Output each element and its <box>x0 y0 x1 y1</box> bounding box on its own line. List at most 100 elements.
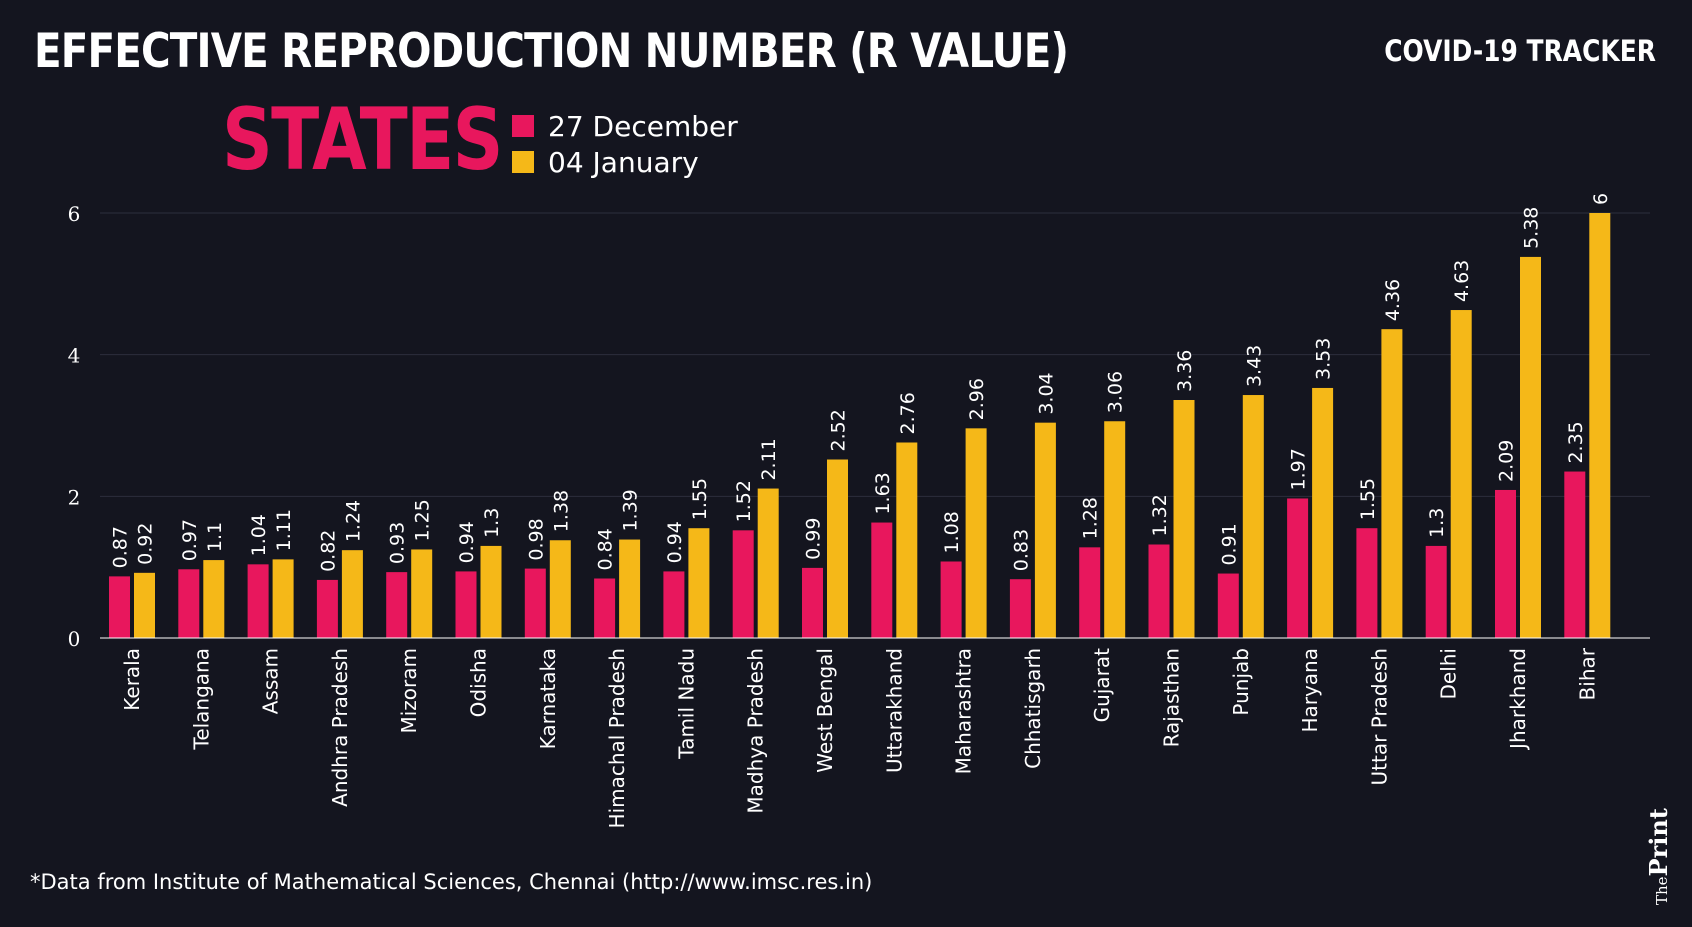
bar-04-january-mizoram <box>411 549 433 638</box>
data-label-04-january-bihar: 6 <box>1590 193 1612 205</box>
data-label-04-january-rajasthan: 3.36 <box>1174 350 1196 392</box>
x-tick-label-karnataka: Karnataka <box>536 648 560 749</box>
data-label-04-january-jharkhand: 5.38 <box>1521 207 1543 249</box>
bar-27-december-uttarakhand <box>871 522 893 638</box>
data-label-27-december-uttar-pradesh: 1.55 <box>1357 478 1379 520</box>
bar-27-december-odisha <box>455 571 477 638</box>
bar-27-december-kerala <box>109 576 130 638</box>
y-axis: 0 2 4 6 <box>68 202 81 651</box>
bar-04-january-karnataka <box>549 540 571 638</box>
bar-27-december-madhya-pradesh <box>732 530 754 638</box>
bar-27-december-himachal-pradesh <box>594 578 616 638</box>
data-label-27-december-assam: 1.04 <box>248 514 270 556</box>
data-label-04-january-uttarakhand: 2.76 <box>897 392 919 434</box>
x-tick-label-jharkhand: Jharkhand <box>1506 648 1530 751</box>
bar-04-january-chhatisgarh <box>1034 422 1056 638</box>
x-tick-label-uttar-pradesh: Uttar Pradesh <box>1367 648 1391 785</box>
bar-04-january-himachal-pradesh <box>619 539 641 638</box>
bar-27-december-chhatisgarh <box>1009 579 1031 638</box>
data-label-27-december-andhra-pradesh: 0.82 <box>317 530 339 572</box>
bar-04-january-bihar <box>1589 213 1611 638</box>
bar-04-january-tamil-nadu <box>688 528 710 638</box>
data-label-27-december-delhi: 1.3 <box>1426 508 1448 538</box>
x-tick-label-maharashtra: Maharashtra <box>952 648 976 774</box>
data-label-27-december-mizoram: 0.93 <box>387 522 409 564</box>
data-label-04-january-mizoram: 1.25 <box>412 499 434 541</box>
data-label-27-december-rajasthan: 1.32 <box>1149 494 1171 536</box>
data-label-27-december-uttarakhand: 1.63 <box>872 472 894 514</box>
x-tick-label-madhya-pradesh: Madhya Pradesh <box>744 648 768 814</box>
x-tick-label-odisha: Odisha <box>467 648 491 717</box>
data-label-04-january-haryana: 3.53 <box>1313 338 1335 380</box>
legend-swatch-27-december <box>512 115 534 137</box>
y-tick-label: 6 <box>68 202 81 226</box>
bar-04-january-gujarat <box>1104 421 1126 638</box>
bar-27-december-jharkhand <box>1495 489 1516 638</box>
logo-print: Print <box>1644 808 1673 877</box>
data-label-04-january-himachal-pradesh: 1.39 <box>620 489 642 531</box>
tracker-label: COVID-19 TRACKER <box>1384 34 1656 68</box>
data-label-04-january-west-bengal: 2.52 <box>828 409 850 451</box>
bar-27-december-assam <box>247 564 269 638</box>
data-label-04-january-telangana: 1.1 <box>204 522 226 552</box>
bar-27-december-uttar-pradesh <box>1356 528 1378 638</box>
chart-title: EFFECTIVE REPRODUCTION NUMBER (R VALUE) <box>34 24 1069 79</box>
data-label-04-january-gujarat: 3.06 <box>1105 371 1127 413</box>
bar-27-december-tamil-nadu <box>663 571 685 638</box>
x-tick-label-assam: Assam <box>259 648 283 714</box>
x-tick-label-rajasthan: Rajasthan <box>1160 648 1184 747</box>
legend-label-04-january: 04 January <box>548 145 699 179</box>
bar-04-january-rajasthan <box>1173 400 1195 638</box>
x-tick-label-gujarat: Gujarat <box>1090 648 1114 722</box>
data-label-27-december-west-bengal: 0.99 <box>803 518 825 560</box>
y-tick-label: 2 <box>68 485 81 509</box>
x-tick-label-andhra-pradesh: Andhra Pradesh <box>328 648 352 807</box>
source-note: *Data from Institute of Mathematical Sci… <box>30 870 873 894</box>
bar-04-january-jharkhand <box>1520 256 1541 638</box>
x-tick-label-bihar: Bihar <box>1575 647 1599 700</box>
bar-04-january-haryana <box>1312 387 1334 638</box>
data-label-04-january-tamil-nadu: 1.55 <box>689 478 711 520</box>
bar-04-january-andhra-pradesh <box>341 550 363 638</box>
bar-04-january-maharashtra <box>965 428 987 638</box>
data-label-27-december-karnataka: 0.98 <box>525 518 547 560</box>
x-tick-label-himachal-pradesh: Himachal Pradesh <box>605 648 629 828</box>
legend-item-27-december: 27 December <box>512 108 738 144</box>
y-tick-label: 0 <box>68 627 81 651</box>
bar-04-january-uttarakhand <box>896 442 918 638</box>
data-label-27-december-odisha: 0.94 <box>456 521 478 563</box>
bar-27-december-rajasthan <box>1148 544 1170 638</box>
x-tick-label-mizoram: Mizoram <box>397 648 421 734</box>
data-label-04-january-uttar-pradesh: 4.36 <box>1382 279 1404 321</box>
data-label-27-december-himachal-pradesh: 0.84 <box>595 528 617 570</box>
bar-04-january-uttar-pradesh <box>1381 329 1403 638</box>
bar-04-january-punjab <box>1242 395 1264 638</box>
data-label-27-december-telangana: 0.97 <box>179 519 201 561</box>
legend-item-04-january: 04 January <box>512 144 738 180</box>
bar-27-december-maharashtra <box>940 561 962 638</box>
bar-27-december-delhi <box>1425 545 1447 638</box>
data-label-27-december-bihar: 2.35 <box>1565 421 1587 463</box>
data-label-27-december-jharkhand: 2.09 <box>1496 440 1518 482</box>
data-label-27-december-kerala: 0.87 <box>110 526 132 568</box>
data-label-04-january-madhya-pradesh: 2.11 <box>758 438 780 480</box>
x-tick-label-punjab: Punjab <box>1229 648 1253 716</box>
data-label-04-january-karnataka: 1.38 <box>550 490 572 532</box>
bars: 0.87 0.92 0.97 1.1 1.04 1.11 0.821.24 0.931.25 0… <box>109 193 1612 638</box>
bar-27-december-bihar <box>1564 471 1586 638</box>
x-tick-label-uttarakhand: Uttarakhand <box>882 648 906 773</box>
data-label-04-january-maharashtra: 2.96 <box>966 378 988 420</box>
bar-04-january-madhya-pradesh <box>757 488 779 638</box>
x-tick-label-kerala: Kerala <box>120 648 144 711</box>
bar-04-january-telangana <box>203 560 225 638</box>
states-heading: STATES <box>222 90 503 190</box>
bar-04-january-odisha <box>480 545 502 638</box>
bar-04-january-delhi <box>1450 310 1472 638</box>
logo-the: The <box>1653 876 1671 905</box>
bar-04-january-assam <box>272 559 294 638</box>
bar-27-december-haryana <box>1287 498 1309 638</box>
bar-27-december-andhra-pradesh <box>316 579 338 638</box>
bar-27-december-west-bengal <box>802 567 823 638</box>
x-axis: Kerala Telangana Assam Andhra Pradesh Mizora… <box>100 637 1650 828</box>
